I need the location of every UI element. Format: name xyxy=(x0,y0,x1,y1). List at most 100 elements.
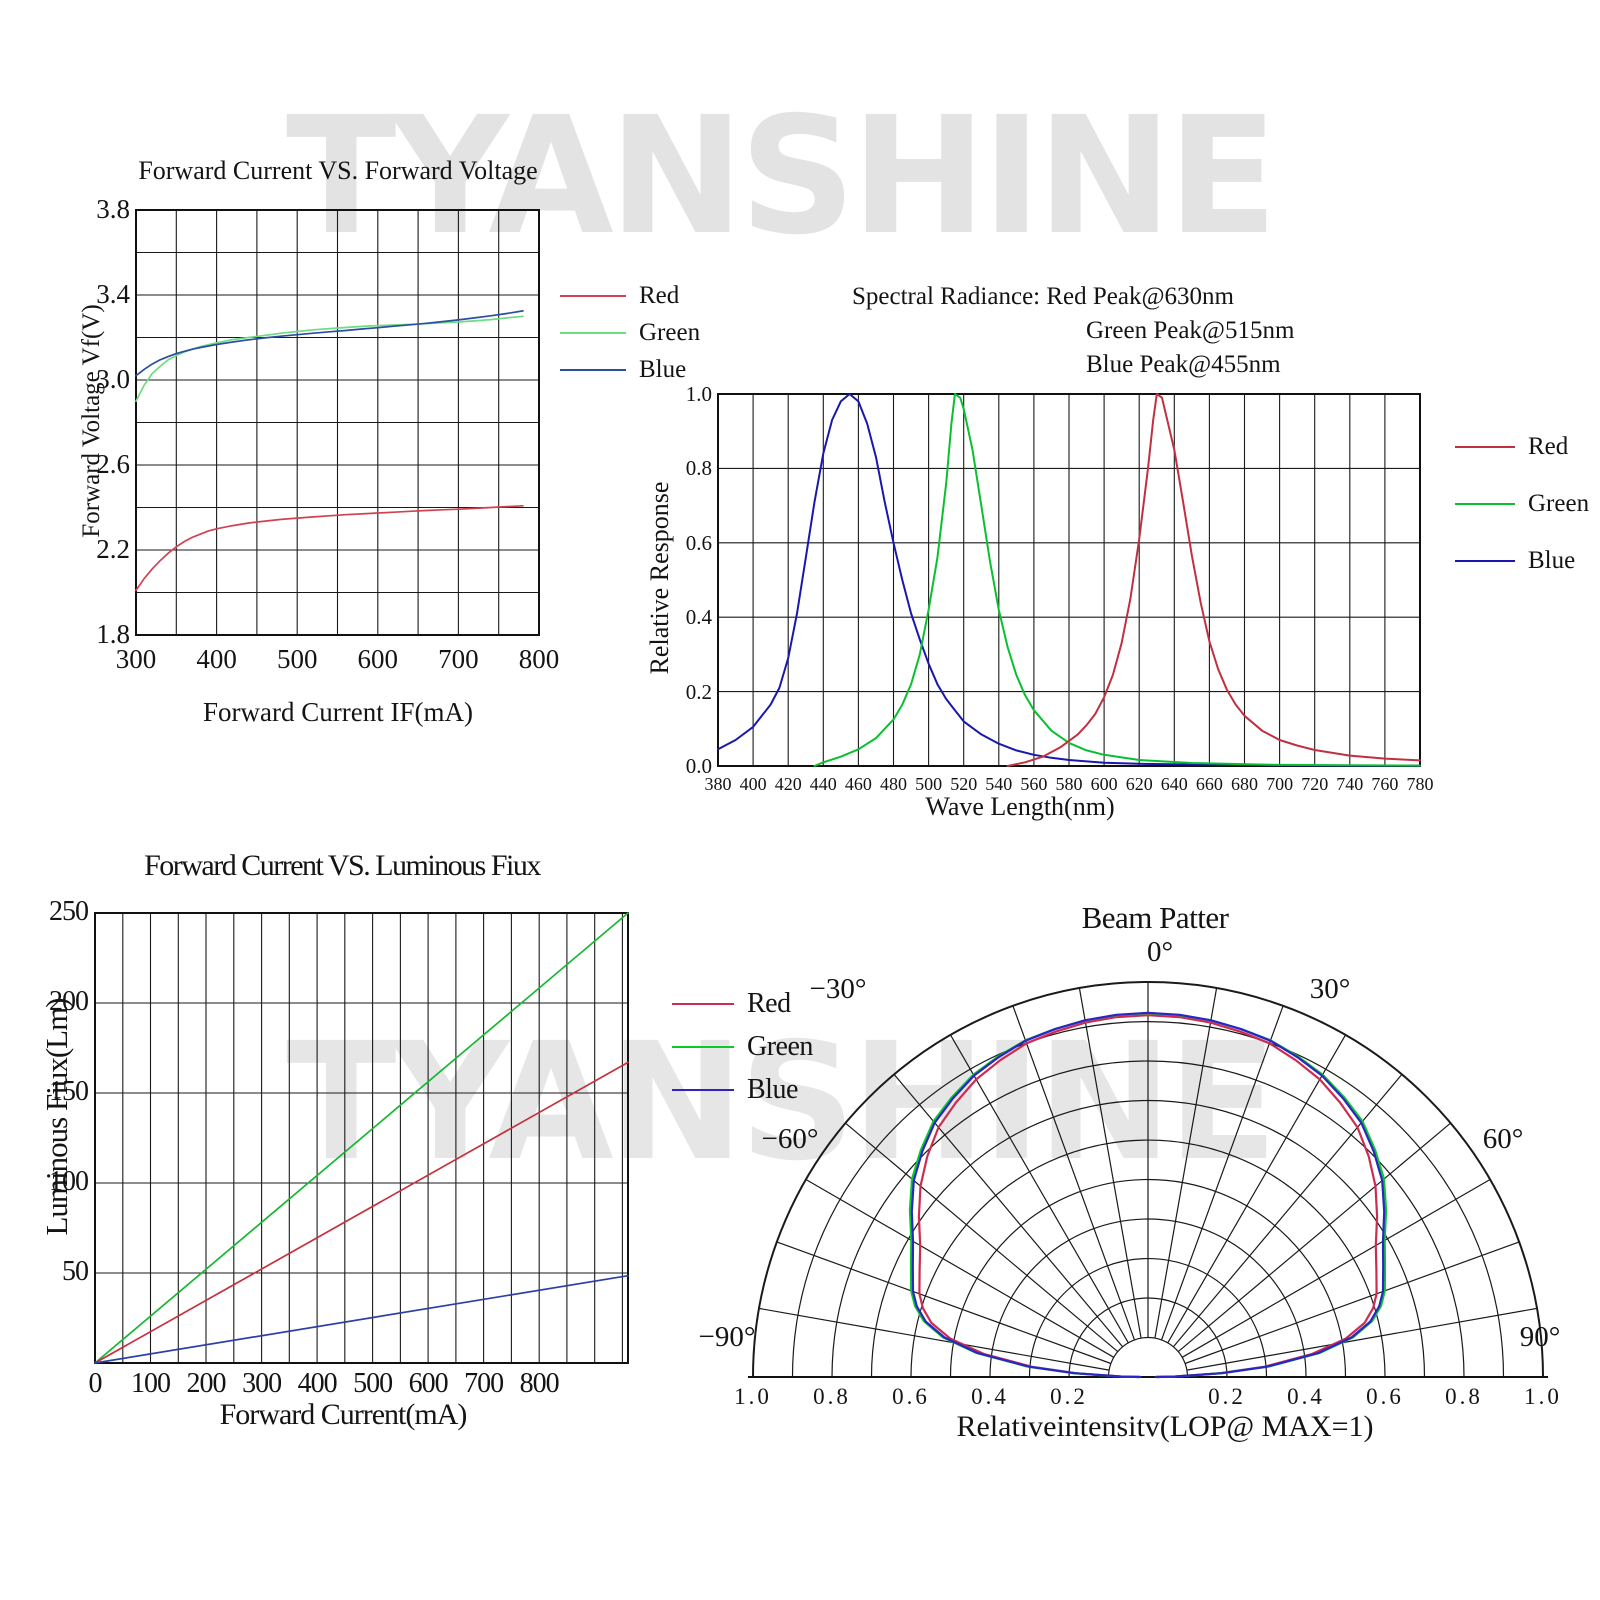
flux-x-tick-label: 800 xyxy=(519,1368,560,1399)
vf-y-tick-label: 2.6 xyxy=(96,449,130,479)
beam-x-axis-label: Relativeintensitv(LOP@ MAX=1) xyxy=(956,1410,1374,1443)
legend-item: Red xyxy=(1455,418,1589,475)
legend-item: Blue xyxy=(1455,532,1589,589)
flux-x-tick-label: 600 xyxy=(408,1368,449,1399)
vf-y-tick-label: 3.8 xyxy=(96,194,130,224)
flux-x-tick-label: 500 xyxy=(353,1368,393,1399)
spectral-x-tick-label: 460 xyxy=(844,774,872,794)
flux-y-tick-label: 200 xyxy=(49,986,89,1017)
beam-radial-tick-label: 0.6 xyxy=(892,1384,930,1409)
flux-x-tick-label: 0 xyxy=(88,1368,103,1399)
beam-radial-tick-label: 0.8 xyxy=(813,1384,851,1409)
spectral-x-tick-label: 780 xyxy=(1406,774,1434,794)
vf-y-tick-label: 1.8 xyxy=(96,619,130,649)
legend-label: Blue xyxy=(639,355,687,383)
legend-swatch-green xyxy=(672,1045,734,1048)
spectral-y-tick-label: 0.6 xyxy=(685,530,712,555)
vf-y-tick-label: 3.4 xyxy=(96,279,130,309)
legend-swatch-blue xyxy=(672,1088,734,1091)
spectral-y-tick-label: 0.4 xyxy=(685,605,712,630)
vf-chart-title: Forward Current VS. Forward Voltage xyxy=(138,156,538,185)
spectral-x-tick-label: 440 xyxy=(809,774,837,794)
legend-swatch-red xyxy=(560,294,626,297)
vf-chart xyxy=(135,209,540,636)
spectral-x-tick-label: 640 xyxy=(1160,774,1188,794)
beam-radial-tick-label: 0.2 xyxy=(1208,1384,1246,1409)
vf-x-tick-label: 800 xyxy=(518,644,560,674)
spectral-x-tick-label: 400 xyxy=(739,774,767,794)
beam-angle-tick-label: −30° xyxy=(809,973,867,1005)
flux-x-tick-label: 700 xyxy=(464,1368,504,1399)
spectral-x-tick-label: 500 xyxy=(915,774,943,794)
beam-legend: Red Green Blue xyxy=(672,982,813,1111)
legend-item: Green xyxy=(672,1025,813,1068)
vf-x-tick-label: 600 xyxy=(357,644,399,674)
legend-label: Red xyxy=(747,987,791,1019)
flux-x-tick-label: 100 xyxy=(131,1368,171,1399)
spectral-x-axis-label: Wave Length(nm) xyxy=(925,792,1115,821)
spectral-x-tick-label: 420 xyxy=(774,774,802,794)
flux-x-tick-label: 300 xyxy=(242,1368,282,1399)
legend-label: Blue xyxy=(1528,546,1576,574)
legend-item: Green xyxy=(560,314,700,351)
spectral-x-tick-label: 560 xyxy=(1020,774,1048,794)
legend-label: Red xyxy=(1528,432,1569,460)
legend-swatch-blue xyxy=(560,368,626,371)
legend-item: Green xyxy=(1455,475,1589,532)
spectral-x-tick-label: 620 xyxy=(1125,774,1153,794)
vf-y-tick-label: 2.2 xyxy=(96,534,130,564)
spectral-y-tick-label: 0.8 xyxy=(685,456,712,481)
flux-x-axis-label: Forward Current(mA) xyxy=(219,1398,468,1431)
spectral-chart xyxy=(717,393,1421,767)
spectral-legend: Red Green Blue xyxy=(1455,418,1589,589)
flux-x-tick-label: 400 xyxy=(297,1368,338,1399)
beam-angle-tick-label: −90° xyxy=(698,1321,756,1353)
beam-radial-tick-label: 0.4 xyxy=(971,1384,1009,1409)
legend-label: Green xyxy=(747,1030,813,1062)
legend-swatch-green xyxy=(560,331,626,334)
flux-y-tick-label: 250 xyxy=(49,896,89,927)
legend-swatch-red xyxy=(672,1002,734,1005)
beam-radial-tick-label: 0.2 xyxy=(1050,1384,1088,1409)
spectral-x-tick-label: 660 xyxy=(1195,774,1223,794)
spectral-title-line-3: Blue Peak@455nm xyxy=(1086,351,1281,378)
beam-radial-tick-label: 1.0 xyxy=(1524,1384,1562,1409)
beam-radial-tick-label: 0.4 xyxy=(1287,1384,1325,1409)
legend-label: Blue xyxy=(747,1073,798,1105)
spectral-title-line-1: Spectral Radiance: Red Peak@630nm xyxy=(852,283,1234,310)
legend-swatch-blue xyxy=(1455,559,1515,562)
legend-item: Blue xyxy=(672,1068,813,1111)
spectral-x-tick-label: 760 xyxy=(1371,774,1399,794)
flux-x-tick-label: 200 xyxy=(186,1368,227,1399)
vf-legend: Red Green Blue xyxy=(560,277,700,388)
beam-angle-tick-label: 30° xyxy=(1309,973,1351,1005)
spectral-x-tick-label: 580 xyxy=(1055,774,1083,794)
legend-swatch-green xyxy=(1455,502,1515,505)
flux-y-tick-label: 50 xyxy=(62,1256,89,1287)
legend-label: Green xyxy=(1528,489,1590,517)
spectral-x-tick-label: 600 xyxy=(1090,774,1118,794)
vf-x-tick-label: 400 xyxy=(196,644,237,674)
beam-angle-tick-label: 60° xyxy=(1482,1123,1524,1155)
vf-x-axis-label: Forward Current IF(mA) xyxy=(203,697,473,727)
watermark-top: TYANSHINE xyxy=(286,83,1278,271)
flux-chart-title: Forward Current VS. Luminous Fiux xyxy=(144,849,541,882)
spectral-y-tick-label: 1.0 xyxy=(685,382,712,406)
legend-label: Red xyxy=(639,281,680,309)
spectral-x-tick-label: 700 xyxy=(1266,774,1294,794)
legend-label: Green xyxy=(639,318,701,346)
beam-angle-tick-label: 0° xyxy=(1146,936,1174,968)
spectral-x-tick-label: 380 xyxy=(704,774,732,794)
vf-y-tick-label: 3.0 xyxy=(96,364,130,394)
vf-y-axis-label: Forward Voltage Vf(V) xyxy=(78,304,105,538)
spectral-x-tick-label: 740 xyxy=(1336,774,1364,794)
spectral-x-tick-label: 540 xyxy=(985,774,1013,794)
spectral-y-tick-label: 0.0 xyxy=(685,754,712,778)
legend-swatch-red xyxy=(1455,445,1515,448)
spectral-title-line-2: Green Peak@515nm xyxy=(1086,317,1295,344)
vf-x-tick-label: 700 xyxy=(438,644,479,674)
beam-chart-title: Beam Patter xyxy=(1081,900,1229,935)
spectral-x-tick-label: 480 xyxy=(880,774,907,794)
legend-item: Red xyxy=(672,982,813,1025)
